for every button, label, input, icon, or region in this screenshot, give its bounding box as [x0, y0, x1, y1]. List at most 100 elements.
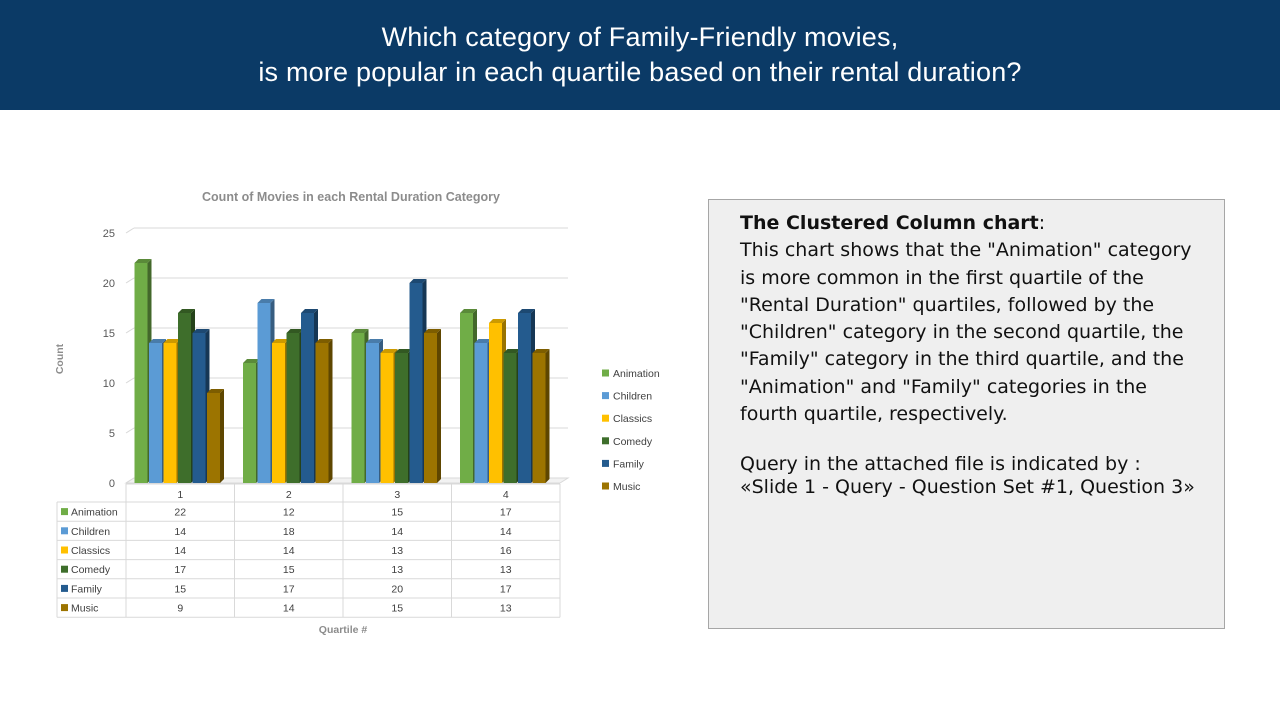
bar-family-q3	[409, 279, 427, 483]
table-cell-value: 16	[500, 545, 512, 557]
table-cell-value: 14	[391, 526, 403, 538]
legend-item-family: Family	[602, 458, 645, 470]
bar-music-q4	[532, 349, 550, 483]
table-cell-value: 17	[500, 583, 512, 595]
table-cell-value: 13	[500, 603, 512, 615]
bar-children-q3	[366, 339, 383, 483]
bar-comedy-q2	[286, 329, 304, 483]
table-cell-value: 9	[177, 603, 183, 615]
table-series-label: Music	[71, 603, 98, 615]
bar-music-q2	[315, 339, 333, 483]
table-series-label: Family	[71, 583, 103, 595]
explanation-heading-line: The Clustered Column chart:	[740, 210, 1208, 237]
legend-label: Family	[613, 458, 645, 470]
bar-children-q4	[474, 339, 492, 483]
table-cell-value: 17	[283, 583, 295, 595]
explanation-line: "Children" category in the second quarti…	[740, 321, 1184, 344]
slide-title-line-2: is more popular in each quartile based o…	[258, 57, 1022, 87]
bar-animation-q1	[134, 259, 152, 483]
x-axis-title: Quartile #	[319, 624, 368, 636]
bar-comedy-q3	[395, 349, 412, 483]
table-cell-value: 12	[283, 507, 295, 519]
bar-family-q2	[301, 309, 318, 483]
table-cell-value: 17	[174, 564, 186, 576]
x-tick-label: 4	[503, 489, 509, 501]
legend-item-classics: Classics	[602, 413, 652, 425]
bar-animation-q3	[351, 329, 369, 483]
y-tick-label: 5	[109, 428, 115, 440]
table-cell-value: 14	[174, 526, 186, 538]
explanation-line: fourth quartile, respectively.	[740, 403, 1008, 426]
table-cell-value: 22	[174, 507, 186, 519]
table-cell-value: 14	[174, 545, 186, 557]
legend-swatch	[602, 459, 609, 467]
table-cell-value: 14	[500, 526, 512, 538]
table-series-label: Children	[71, 526, 110, 538]
explanation-line: "Rental Duration" quartiles, followed by…	[740, 293, 1155, 316]
table-series-label: Comedy	[71, 564, 111, 576]
y-axis-ticks: 0 5 10 15 20 25	[103, 228, 115, 490]
table-cell-value: 13	[500, 564, 512, 576]
legend-label: Classics	[613, 413, 652, 425]
legend-item-comedy: Comedy	[602, 436, 653, 448]
legend-label: Comedy	[613, 436, 653, 448]
legend-swatch	[602, 414, 609, 422]
legend-swatch	[602, 437, 609, 445]
table-cell-value: 15	[283, 564, 295, 576]
table-cell-value: 14	[283, 545, 295, 557]
table-legend-key	[61, 604, 68, 612]
legend-swatch	[602, 482, 609, 490]
table-cell-value: 18	[283, 526, 295, 538]
query-reference-name: «Slide 1 - Query - Question Set #1, Ques…	[740, 476, 1195, 499]
clustered-column-chart: Count of Movies in each Rental Duration …	[54, 190, 660, 636]
x-tick-label: 3	[394, 489, 400, 501]
explanation-textbox: The Clustered Column chart: This chart s…	[708, 199, 1225, 629]
bar-classics-q1	[163, 339, 181, 483]
y-tick-label: 0	[109, 478, 115, 490]
table-legend-key	[61, 584, 68, 592]
bar-animation-q4	[460, 309, 477, 483]
explanation-heading: The Clustered Column chart	[740, 212, 1039, 234]
bar-children-q2	[257, 299, 275, 483]
y-axis-title: Count	[54, 343, 66, 374]
table-cell-value: 13	[391, 545, 403, 557]
table-legend-key	[61, 546, 68, 554]
table-series-label: Classics	[71, 545, 110, 557]
table-cell-value: 15	[174, 583, 186, 595]
table-legend-key	[61, 508, 68, 516]
x-tick-label: 2	[286, 489, 292, 501]
legend-swatch	[602, 369, 609, 377]
bar-music-q3	[424, 329, 441, 483]
bar-classics-q4	[489, 319, 506, 483]
explanation-line: is more common in the first quartile of …	[740, 266, 1144, 289]
bar-family-q4	[518, 309, 535, 483]
x-tick-label: 1	[177, 489, 183, 501]
bar-music-q1	[207, 389, 224, 483]
explanation-line: "Animation" and "Family" categories in t…	[740, 375, 1147, 398]
table-legend-key	[61, 565, 68, 573]
y-tick-label: 15	[103, 328, 115, 340]
legend-label: Music	[613, 481, 640, 493]
slide-header: Which category of Family-Friendly movies…	[0, 0, 1280, 110]
query-reference-line: Query in the attached file is indicated …	[740, 453, 1141, 476]
bar-comedy-q4	[503, 349, 521, 483]
explanation-heading-colon: :	[1038, 212, 1046, 234]
legend-label: Animation	[613, 368, 660, 380]
explanation-line: "Family" category in the third quartile,…	[740, 348, 1184, 371]
bar-comedy-q1	[178, 309, 195, 483]
table-cell-value: 13	[391, 564, 403, 576]
y-tick-label: 25	[103, 228, 115, 240]
legend-swatch	[602, 392, 609, 400]
legend-item-music: Music	[602, 481, 640, 493]
table-cell-value: 20	[391, 583, 403, 595]
bar-classics-q3	[380, 349, 398, 483]
table-cell-value: 14	[283, 603, 295, 615]
bars	[134, 259, 550, 483]
legend-item-children: Children	[602, 391, 652, 403]
bar-family-q1	[192, 329, 210, 483]
bar-children-q1	[149, 339, 166, 483]
bar-animation-q2	[243, 359, 260, 483]
slide-title-line-1: Which category of Family-Friendly movies…	[381, 22, 899, 52]
explanation-line: This chart shows that the "Animation" ca…	[740, 239, 1192, 262]
